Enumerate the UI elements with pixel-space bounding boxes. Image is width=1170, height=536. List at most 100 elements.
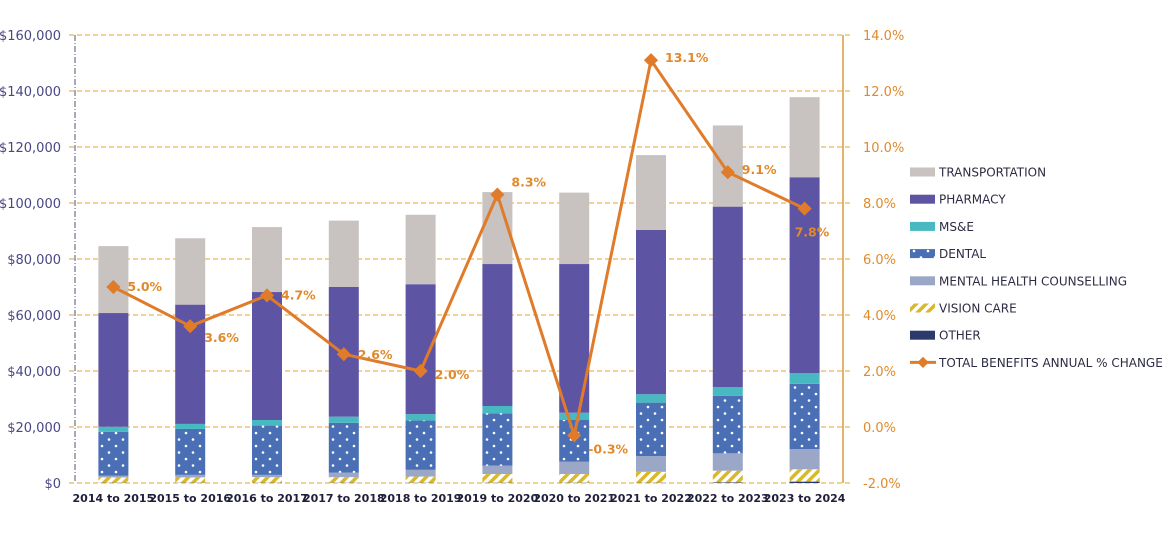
legend-label: TRANSPORTATION <box>938 166 1046 180</box>
axes: $0 $20,000 $40,000 $60,000 $80,000 $100,000 $1… <box>0 29 904 505</box>
bar-segment-vision-care <box>789 469 820 482</box>
legend-swatch <box>910 167 935 177</box>
bar-segment-msande <box>636 394 666 403</box>
bar-segment-pharmacy <box>482 264 513 406</box>
bar-segment-mental-health-counselling <box>98 475 129 478</box>
x-tick-label: 2016 to 2017 <box>226 492 308 505</box>
bar-segment-pharmacy <box>98 313 129 427</box>
legend-swatch-marker <box>917 356 929 369</box>
bar-segment-pharmacy <box>712 206 743 388</box>
y-tick-label-left: $120,000 <box>0 141 61 156</box>
y-tick-label-right: 14.0% <box>863 29 904 44</box>
x-tick-label: 2021 to 2022 <box>610 492 692 505</box>
y-tick-label-left: $20,000 <box>7 421 61 436</box>
bar-segment-transportation <box>328 220 359 287</box>
bar-segment-mental-health-counselling <box>482 465 513 475</box>
bar-segment-transportation <box>789 97 820 178</box>
bar-segment-vision-care <box>636 471 666 483</box>
bar-segment-transportation <box>636 155 666 230</box>
bar-segment-vision-care <box>712 470 743 483</box>
bar-segment-other <box>712 482 743 483</box>
legend-swatch <box>910 194 935 204</box>
line-marker <box>567 428 582 443</box>
x-tick-label: 2019 to 2020 <box>457 492 539 505</box>
legend-item-total-benefits-annual-pct-change: TOTAL BENEFITS ANNUAL % CHANGE <box>910 356 1163 370</box>
y-tick-label-left: $40,000 <box>7 365 61 380</box>
bar-segment-mental-health-counselling <box>559 461 590 475</box>
bar-segment-vision-care <box>482 474 513 483</box>
y-tick-label-right: 12.0% <box>863 85 904 100</box>
bar-segment-pharmacy <box>636 229 666 395</box>
bar-segment-vision-care <box>328 477 359 483</box>
bar-segment-mental-health-counselling <box>405 469 436 477</box>
bar-segment-transportation <box>98 246 129 314</box>
bar-segment-msande <box>328 416 359 423</box>
bar-segment-dental <box>482 413 513 466</box>
data-label-pct: 5.0% <box>127 279 162 294</box>
line-total-benefits-annual-pct-change <box>112 58 806 437</box>
bar-segment-mental-health-counselling <box>789 449 820 470</box>
legend-label: OTHER <box>939 329 981 343</box>
bar-segment-msande <box>405 414 436 421</box>
y-tick-label-right: -2.0% <box>863 477 901 492</box>
data-label-pct: 13.1% <box>665 50 709 65</box>
line-marker <box>259 288 275 303</box>
x-tick-label: 2018 to 2019 <box>380 492 462 505</box>
bar-segment-transportation <box>252 227 282 293</box>
bar-segment-mental-health-counselling <box>252 474 282 478</box>
bar-segment-dental <box>789 383 820 450</box>
bar-segment-msande <box>559 412 590 420</box>
bar-segment-msande <box>175 423 206 429</box>
y-tick-label-left: $160,000 <box>0 29 61 44</box>
bar-segment-transportation <box>175 238 206 305</box>
legend-item-msande: MS&E <box>910 220 974 234</box>
bar-segment-other <box>789 481 820 483</box>
legend-label: MS&E <box>939 220 974 234</box>
bar-segment-dental <box>712 395 743 454</box>
legend-label: VISION CARE <box>939 302 1017 316</box>
x-tick-label: 2017 to 2018 <box>303 492 385 505</box>
line-marker <box>490 187 505 202</box>
legend-item-other: OTHER <box>910 329 981 343</box>
legend-swatch <box>910 303 935 313</box>
bar-segment-vision-care <box>405 476 436 483</box>
line-marker <box>643 53 659 68</box>
legend-item-vision-care: VISION CARE <box>910 302 1017 316</box>
bar-segment-msande <box>789 373 820 384</box>
x-tick-label: 2023 to 2024 <box>764 492 846 505</box>
legend-label: MENTAL HEALTH COUNSELLING <box>939 274 1127 288</box>
data-label-pct: 4.7% <box>281 287 316 302</box>
y-tick-label-left: $140,000 <box>0 85 61 100</box>
bar-segment-mental-health-counselling <box>636 456 666 472</box>
line-marker <box>797 201 812 216</box>
bars <box>98 97 820 483</box>
bar-segment-msande <box>482 406 513 414</box>
percent-change-line <box>106 53 812 443</box>
y-tick-label-left: $0 <box>44 477 61 492</box>
data-label-pct: 7.8% <box>795 225 830 240</box>
line-marker <box>413 363 428 379</box>
bar-segment-dental <box>252 425 282 475</box>
y-tick-label-left: $80,000 <box>7 253 61 268</box>
bar-segment-dental <box>636 402 666 457</box>
legend-item-mental-health-counselling: MENTAL HEALTH COUNSELLING <box>910 274 1127 288</box>
legend-label: DENTAL <box>939 247 986 261</box>
legend-item-transportation: TRANSPORTATION <box>910 166 1046 180</box>
data-label-pct: 3.6% <box>204 330 239 345</box>
legend-label: PHARMACY <box>939 193 1006 207</box>
y-tick-label-right: 2.0% <box>863 365 896 380</box>
legend: TRANSPORTATION PHARMACY MS&E DENTAL MENTAL H… <box>910 166 1163 370</box>
y-tick-label-right: 0.0% <box>863 421 896 436</box>
bar-segment-msande <box>712 387 743 396</box>
bar-segment-mental-health-counselling <box>175 474 206 478</box>
x-tick-label: 2014 to 2015 <box>73 492 155 505</box>
legend-item-dental: DENTAL <box>910 247 986 261</box>
x-tick-label: 2022 to 2023 <box>687 492 769 505</box>
y-tick-label-right: 4.0% <box>863 309 896 324</box>
legend-swatch <box>910 276 935 286</box>
bar-segment-mental-health-counselling <box>712 453 743 471</box>
line-marker <box>336 347 351 362</box>
data-label-pct: 2.6% <box>358 347 393 362</box>
legend-swatch <box>910 330 935 340</box>
y-tick-label-right: 10.0% <box>863 141 904 156</box>
